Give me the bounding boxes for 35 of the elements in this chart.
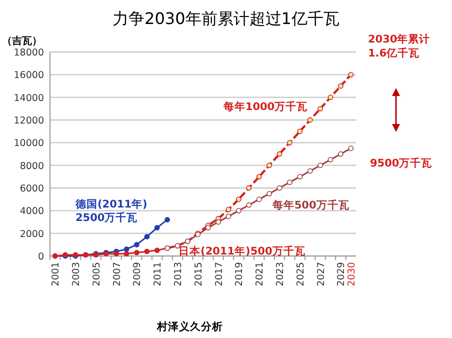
y-tick-label: 10000 <box>14 138 44 150</box>
y-tick-label: 0 <box>38 252 44 262</box>
text: 村泽义久分析 <box>156 320 223 333</box>
series-label: 每年500万千瓦 <box>271 198 350 212</box>
x-tick-label: 2007 <box>112 262 123 286</box>
x-tick-label: 2001 <box>50 262 62 286</box>
x-tick-label: 2009 <box>132 262 144 286</box>
y-tick-label: 8000 <box>20 160 44 172</box>
x-tick-label: 2019 <box>234 262 246 286</box>
x-tick-label: 2029 <box>336 262 348 286</box>
x-tick-label: 2030 <box>346 262 358 286</box>
annotation: 2030年累计 1.6亿千瓦 <box>368 32 430 60</box>
y-tick-label: 4000 <box>20 206 44 218</box>
y-tick-label: 16000 <box>14 70 44 82</box>
series-label: 日本(2011年)500万千瓦 <box>178 244 306 258</box>
x-tick-label: 2017 <box>214 262 225 286</box>
y-tick-label: 12000 <box>14 116 44 126</box>
x-tick-label: 2023 <box>275 262 286 286</box>
x-tick-label: 2021 <box>254 262 266 286</box>
x-tick-label: 2025 <box>295 262 306 286</box>
x-tick-label: 2013 <box>173 262 184 286</box>
y-tick-label: 18000 <box>14 48 44 58</box>
chart-title: 力争2030年前累计超过1亿千瓦 <box>112 9 340 28</box>
annotation: 9500万千瓦 <box>370 156 432 170</box>
y-tick-label: 6000 <box>20 184 44 194</box>
x-tick-label: 2003 <box>71 262 82 286</box>
x-tick-label: 2005 <box>91 262 102 286</box>
x-tick-label: 2027 <box>316 262 327 286</box>
y-axis-title: （吉瓦） <box>2 35 42 47</box>
y-tick-label: 2000 <box>20 228 44 240</box>
x-tick-label: 2015 <box>193 262 204 286</box>
x-tick-label: 2011 <box>152 262 164 286</box>
y-tick-label: 14000 <box>14 92 44 104</box>
series-label: 德国(2011年) 2500万千瓦 <box>74 197 148 224</box>
series-label: 每年1000万千瓦 <box>222 100 308 113</box>
